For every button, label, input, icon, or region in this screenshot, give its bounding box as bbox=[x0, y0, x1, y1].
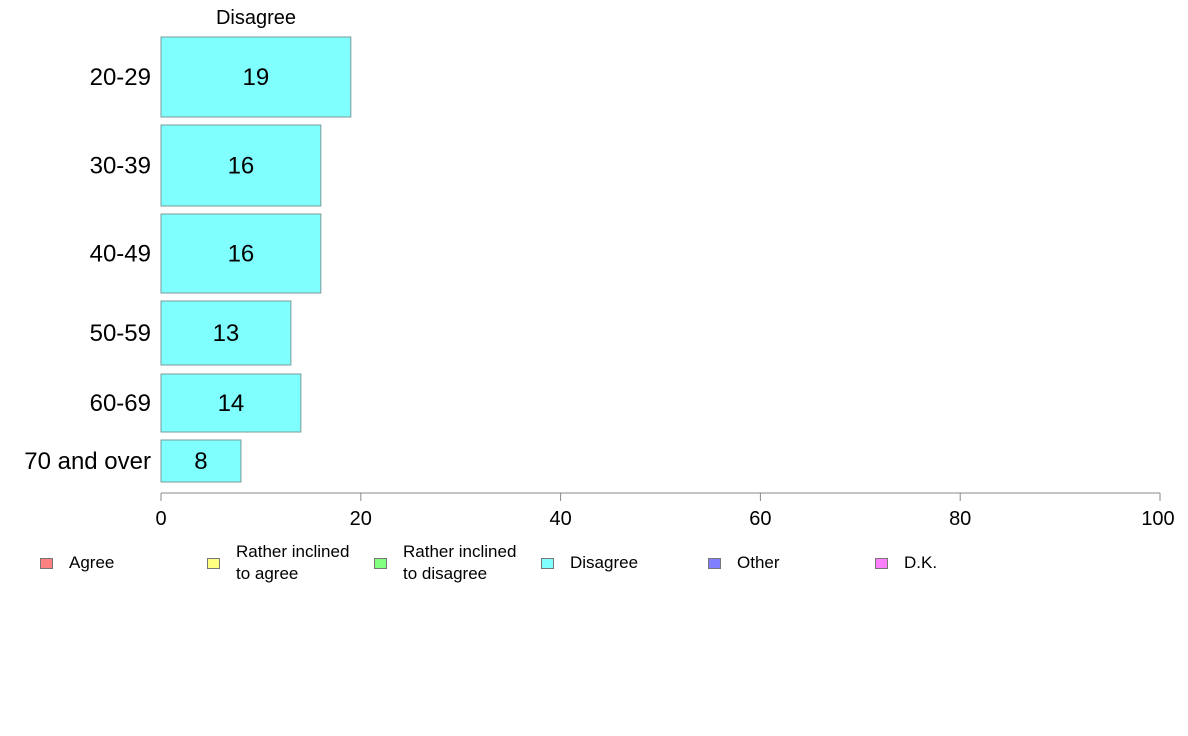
legend-swatch-rather-disagree bbox=[374, 558, 387, 569]
legend-item-rather-disagree: Rather inclined to disagree bbox=[374, 540, 516, 586]
legend-label-dk: D.K. bbox=[904, 553, 938, 572]
legend-item-dk: D.K. bbox=[875, 540, 937, 586]
x-tick-label: 20 bbox=[350, 508, 372, 530]
legend: Agree Rather inclined to agree Rather in… bbox=[0, 540, 1188, 600]
bar-value-label: 19 bbox=[243, 64, 270, 91]
legend-swatch-agree bbox=[40, 558, 53, 569]
legend-label-rather-agree: Rather inclined to agree bbox=[236, 542, 350, 583]
category-label: 20-29 bbox=[90, 64, 151, 91]
bar-chart: Disagree 19 20-29 16 30-39 16 40-49 13 50-59 14 6… bbox=[24, 7, 1174, 530]
legend-swatch-disagree bbox=[541, 558, 554, 569]
x-tick-label: 40 bbox=[549, 508, 571, 530]
x-tick-label: 60 bbox=[749, 508, 771, 530]
legend-label-other: Other bbox=[737, 553, 780, 572]
bar-20-29 bbox=[160, 36, 352, 118]
legend-item-rather-agree: Rather inclined to agree bbox=[207, 540, 349, 586]
legend-label-disagree: Disagree bbox=[570, 553, 639, 572]
legend-item-agree: Agree bbox=[40, 540, 114, 586]
legend-item-disagree: Disagree bbox=[541, 540, 638, 586]
category-label: 60-69 bbox=[90, 390, 151, 417]
bar-70-and-over bbox=[160, 439, 242, 483]
bar-value-label: 14 bbox=[218, 390, 245, 417]
category-label: 40-49 bbox=[90, 241, 151, 268]
legend-swatch-dk bbox=[875, 558, 888, 569]
bar-40-49 bbox=[160, 213, 322, 294]
x-tick-label: 100 bbox=[1141, 508, 1174, 530]
category-label: 70 and over bbox=[24, 448, 151, 475]
x-tick-label: 0 bbox=[155, 508, 166, 530]
bar-value-label: 16 bbox=[228, 153, 255, 180]
bar-50-59 bbox=[160, 300, 292, 366]
bar-value-label: 8 bbox=[194, 448, 207, 475]
category-label: 30-39 bbox=[90, 153, 151, 180]
bar-30-39 bbox=[160, 124, 322, 207]
legend-swatch-rather-agree bbox=[207, 558, 220, 569]
category-label: 50-59 bbox=[90, 320, 151, 347]
legend-swatch-other bbox=[708, 558, 721, 569]
bar-value-label: 13 bbox=[213, 320, 240, 347]
legend-label-agree: Agree bbox=[69, 553, 115, 572]
bar-60-69 bbox=[160, 373, 302, 433]
bar-value-label: 16 bbox=[228, 241, 255, 268]
chart-title: Disagree bbox=[216, 7, 296, 29]
x-tick-label: 80 bbox=[949, 508, 971, 530]
legend-label-rather-disagree: Rather inclined to disagree bbox=[403, 542, 517, 583]
legend-item-other: Other bbox=[708, 540, 780, 586]
